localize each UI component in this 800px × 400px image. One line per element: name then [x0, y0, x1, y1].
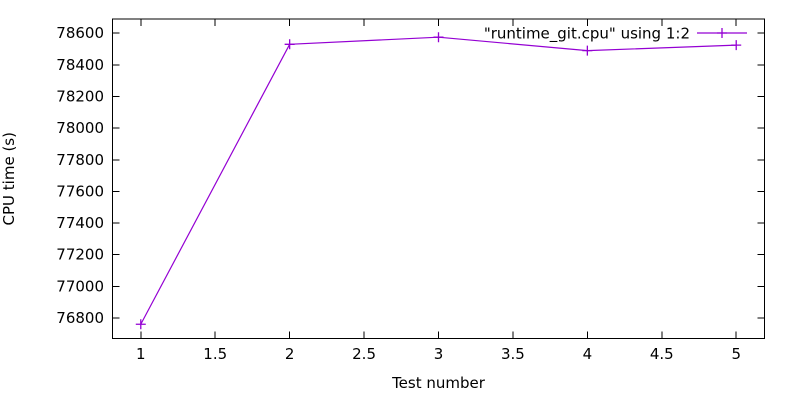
y-tick-label: 77600: [56, 182, 104, 200]
data-series: [135, 32, 742, 330]
data-point-marker: [433, 32, 444, 43]
data-point-marker: [135, 319, 146, 330]
y-axis-title: CPU time (s): [0, 132, 18, 225]
legend-label: "runtime_git.cpu" using 1:2: [484, 25, 690, 44]
axis-ticks: [112, 19, 765, 339]
data-point-marker: [582, 45, 593, 56]
x-axis-title: Test number: [391, 374, 486, 392]
y-tick-label: 76800: [56, 309, 104, 327]
legend-marker: [717, 28, 727, 38]
legend: "runtime_git.cpu" using 1:2: [484, 25, 747, 44]
x-tick-label: 5: [731, 345, 741, 363]
y-tick-label: 77400: [56, 214, 104, 232]
plot-border: [112, 18, 765, 339]
x-tick-label: 1.5: [203, 345, 227, 363]
axis-tick-labels: 1 1.5 2 2.5 3 3.5 4 4.5 5 76800 77000 77200 77400 776…: [56, 24, 741, 363]
x-tick-label: 2: [285, 345, 295, 363]
x-tick-label: 4.5: [650, 345, 674, 363]
x-tick-label: 1: [136, 345, 146, 363]
y-tick-label: 78600: [56, 24, 104, 42]
x-tick-label: 2.5: [352, 345, 376, 363]
x-tick-label: 4: [583, 345, 593, 363]
y-tick-label: 77800: [56, 151, 104, 169]
y-tick-label: 78200: [56, 88, 104, 106]
x-tick-label: 3: [434, 345, 444, 363]
x-tick-label: 3.5: [501, 345, 525, 363]
data-point-marker: [284, 39, 295, 50]
data-point-marker: [731, 40, 742, 51]
y-tick-label: 77000: [56, 277, 104, 295]
series-line: [140, 36, 737, 325]
y-tick-label: 77200: [56, 246, 104, 264]
y-tick-label: 78400: [56, 56, 104, 74]
y-tick-label: 78000: [56, 119, 104, 137]
